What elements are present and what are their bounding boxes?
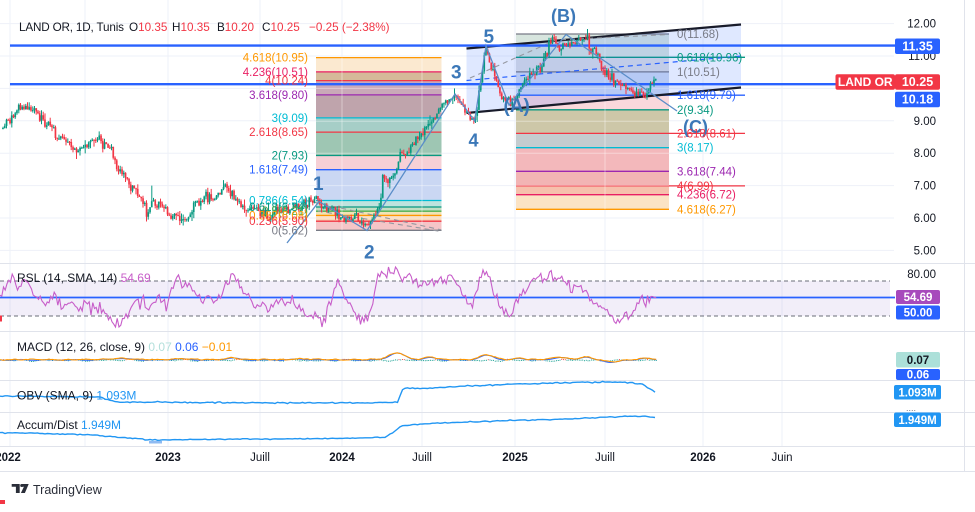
- svg-text:5: 5: [484, 27, 495, 48]
- svg-text:1(10.51): 1(10.51): [677, 67, 720, 79]
- svg-text:Juill: Juill: [250, 452, 270, 464]
- svg-text:Juill: Juill: [412, 452, 432, 464]
- svg-text:0.618(10.96): 0.618(10.96): [677, 52, 742, 64]
- svg-text:9.00: 9.00: [914, 116, 936, 128]
- svg-text:7.00: 7.00: [914, 181, 936, 193]
- svg-text:2(7.93): 2(7.93): [272, 151, 309, 163]
- svg-text:0.07: 0.07: [907, 355, 929, 367]
- svg-text:2022: 2022: [0, 452, 21, 464]
- svg-text:1.618(7.49): 1.618(7.49): [249, 165, 308, 177]
- svg-text:(C): (C): [683, 117, 708, 137]
- svg-text:3(9.09): 3(9.09): [272, 113, 309, 125]
- svg-text:10.25: 10.25: [902, 75, 933, 89]
- svg-text:11.35: 11.35: [902, 39, 933, 53]
- svg-text:2023: 2023: [155, 452, 181, 464]
- svg-text:8.00: 8.00: [914, 148, 936, 160]
- svg-text:0.5(6.21): 0.5(6.21): [262, 206, 308, 218]
- svg-text:5.00: 5.00: [914, 245, 936, 257]
- svg-text:3.618(9.80): 3.618(9.80): [249, 90, 308, 102]
- svg-text:1.618(9.79): 1.618(9.79): [677, 90, 736, 102]
- svg-text:0.236(5.90): 0.236(5.90): [249, 216, 308, 228]
- svg-text:2026: 2026: [690, 452, 716, 464]
- svg-text:O10.35: O10.35: [129, 21, 168, 34]
- svg-text:4.236(6.72): 4.236(6.72): [677, 190, 736, 202]
- svg-text:3.618(7.44): 3.618(7.44): [677, 166, 736, 178]
- svg-text:−0.25 (−2.38%): −0.25 (−2.38%): [309, 21, 390, 34]
- svg-text:4(6.99): 4(6.99): [677, 181, 714, 193]
- svg-text:Juill: Juill: [595, 452, 615, 464]
- svg-text:Accum/Dist 1.949M: Accum/Dist 1.949M: [17, 418, 121, 432]
- svg-text:3(8.17): 3(8.17): [677, 143, 714, 155]
- svg-text:1: 1: [313, 174, 324, 195]
- svg-text:MACD (12, 26, close, 9) 0.07: MACD (12, 26, close, 9) 0.07 0.06 −0.01: [17, 340, 232, 354]
- svg-text:0.618(6.34): 0.618(6.34): [249, 202, 308, 214]
- svg-text:2.618(8.65): 2.618(8.65): [249, 127, 308, 139]
- svg-text:0(5.62): 0(5.62): [272, 225, 309, 237]
- svg-text:0.786(6.54): 0.786(6.54): [249, 196, 308, 208]
- svg-text:4.618(10.95): 4.618(10.95): [243, 53, 308, 65]
- svg-text:2.618(8.61): 2.618(8.61): [677, 128, 736, 140]
- svg-text:4.236(10.51): 4.236(10.51): [243, 67, 308, 79]
- svg-text:50.00: 50.00: [904, 308, 933, 320]
- svg-text:LAND OR: LAND OR: [838, 75, 893, 89]
- svg-text:0(11.68): 0(11.68): [677, 29, 719, 41]
- svg-text:0.06: 0.06: [907, 370, 929, 382]
- svg-text:(A): (A): [504, 96, 530, 117]
- svg-text:2: 2: [364, 243, 375, 264]
- svg-text:OBV (SMA, 9) 1.093M: OBV (SMA, 9) 1.093M: [17, 389, 136, 403]
- svg-text:(B): (B): [551, 6, 576, 26]
- svg-text:0.382(6.08): 0.382(6.08): [249, 210, 308, 222]
- svg-text:B10.20: B10.20: [217, 21, 255, 34]
- svg-text:Juin: Juin: [771, 452, 792, 464]
- svg-text:4.618(6.27): 4.618(6.27): [677, 204, 736, 216]
- svg-text:1.093M: 1.093M: [898, 387, 936, 399]
- svg-text:12.00: 12.00: [907, 19, 936, 31]
- svg-text:C10.25: C10.25: [262, 21, 300, 34]
- svg-text:....: ....: [906, 403, 916, 413]
- svg-text:4(10.24): 4(10.24): [265, 76, 308, 88]
- svg-text:TradingView: TradingView: [33, 483, 103, 497]
- svg-text:6.00: 6.00: [914, 213, 936, 225]
- svg-text:80.00: 80.00: [907, 269, 936, 281]
- svg-text:2025: 2025: [502, 452, 528, 464]
- svg-text:10.18: 10.18: [902, 92, 933, 106]
- svg-text:RSL (14, SMA, 14) 54.69: RSL (14, SMA, 14) 54.69: [17, 271, 151, 285]
- svg-text:4: 4: [469, 131, 479, 151]
- svg-text:H10.35: H10.35: [172, 21, 210, 34]
- svg-text:1.949M: 1.949M: [898, 415, 936, 427]
- svg-text:2(9.34): 2(9.34): [677, 105, 714, 117]
- svg-text:3: 3: [451, 63, 462, 84]
- svg-text:2024: 2024: [329, 452, 355, 464]
- svg-text:54.69: 54.69: [904, 292, 933, 304]
- svg-text:LAND OR, 1D, Tunis: LAND OR, 1D, Tunis: [19, 21, 124, 34]
